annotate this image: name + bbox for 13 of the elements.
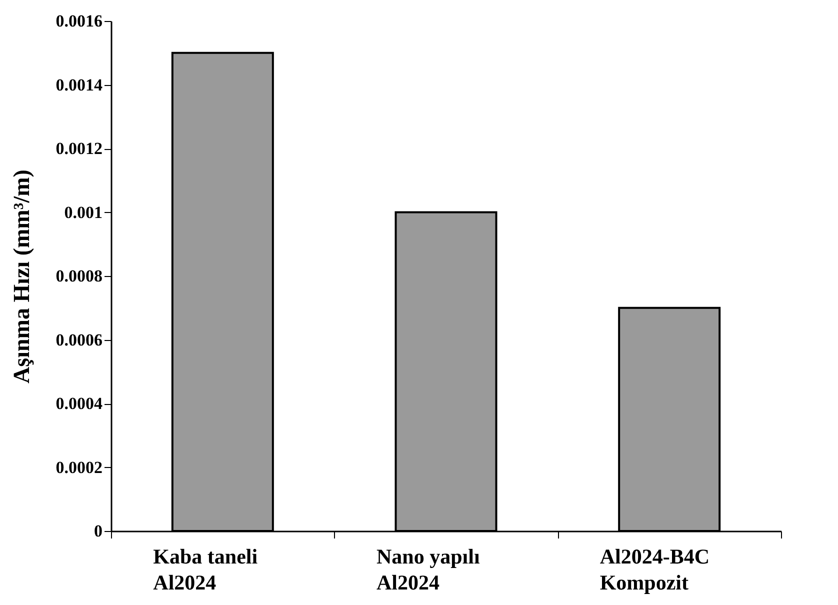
x-tick-label: Kaba taneli Al2024: [153, 544, 258, 594]
y-tick-label: 0.0006: [56, 330, 102, 350]
y-tick-label: 0.001: [64, 202, 102, 222]
y-tick-label: 0.0016: [56, 12, 102, 30]
y-axis-title: Aşınma Hızı (mm³/m): [8, 170, 34, 384]
y-tick-label: 0.0008: [56, 266, 102, 286]
y-tick-label: 0.0014: [56, 75, 103, 94]
y-tick-label: 0.0004: [56, 394, 103, 413]
x-tick-label: Nano yapılı Al2024: [376, 544, 480, 594]
y-tick-label: 0.0012: [56, 139, 102, 158]
y-tick-label: 0.0002: [56, 458, 102, 477]
y-tick-label: 0: [94, 522, 102, 540]
x-tick-label: Al2024-B4C Kompozit: [600, 544, 710, 594]
